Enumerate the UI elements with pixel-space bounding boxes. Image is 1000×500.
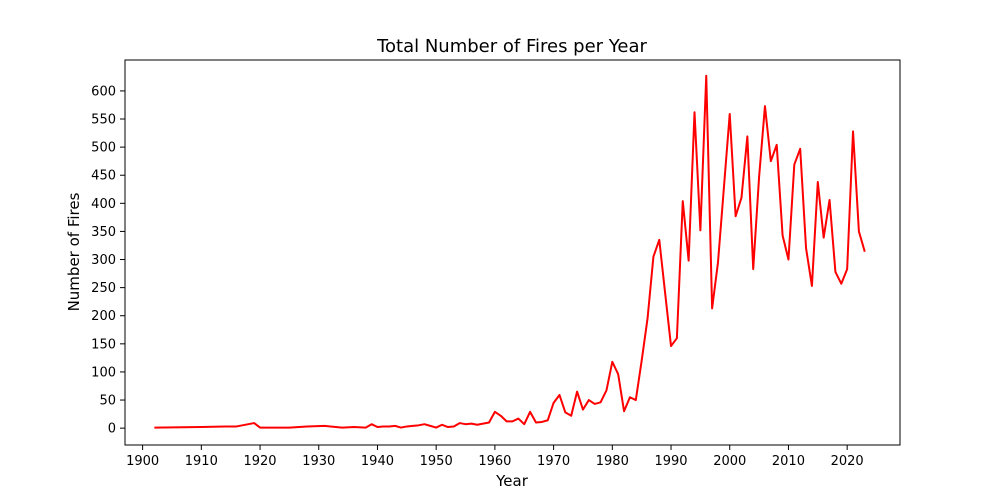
x-tick-label: 1990 bbox=[654, 454, 687, 469]
y-tick-label: 250 bbox=[91, 281, 116, 296]
y-axis: 0 50 100 150 200 250 300 350 400 450 500 550 600 bbox=[91, 84, 125, 437]
x-tick-label: 1970 bbox=[537, 454, 570, 469]
x-axis: 1900 1910 1920 1930 1940 1950 1960 1970 1980 1990… bbox=[126, 445, 864, 469]
x-tick-label: 1930 bbox=[302, 454, 335, 469]
y-tick-label: 550 bbox=[91, 113, 116, 128]
chart-title: Total Number of Fires per Year bbox=[376, 36, 647, 57]
x-tick-label: 1920 bbox=[243, 454, 276, 469]
x-tick-label: 1980 bbox=[596, 454, 629, 469]
x-tick-label: 2020 bbox=[831, 454, 864, 469]
plot-area bbox=[154, 74, 866, 429]
x-tick-label: 1900 bbox=[126, 454, 159, 469]
x-tick-label: 2010 bbox=[772, 454, 805, 469]
y-tick-label: 400 bbox=[91, 197, 116, 212]
y-tick-label: 600 bbox=[91, 84, 116, 99]
x-axis-label: Year bbox=[495, 472, 529, 490]
plot-frame bbox=[124, 59, 901, 446]
y-tick-label: 50 bbox=[99, 394, 116, 409]
x-tick-label: 1940 bbox=[361, 454, 394, 469]
x-tick-label: 2000 bbox=[713, 454, 746, 469]
y-tick-label: 150 bbox=[91, 337, 116, 352]
y-tick-label: 200 bbox=[91, 309, 116, 324]
x-tick-label: 1960 bbox=[478, 454, 511, 469]
series-line-0 bbox=[154, 74, 866, 429]
x-tick-label: 1950 bbox=[420, 454, 453, 469]
y-tick-label: 0 bbox=[108, 422, 116, 437]
y-tick-label: 100 bbox=[91, 365, 116, 380]
y-tick-label: 300 bbox=[91, 253, 116, 268]
y-tick-label: 450 bbox=[91, 169, 116, 184]
y-tick-label: 350 bbox=[91, 225, 116, 240]
y-tick-label: 500 bbox=[91, 141, 116, 156]
x-tick-label: 1910 bbox=[185, 454, 218, 469]
y-axis-label: Number of Fires bbox=[65, 192, 83, 311]
